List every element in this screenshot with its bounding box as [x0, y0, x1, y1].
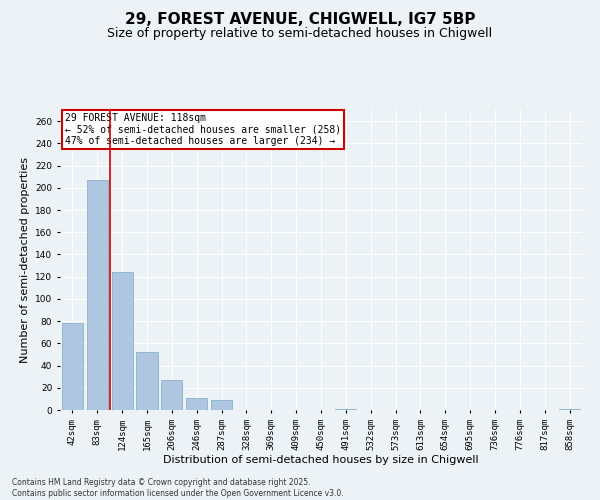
Text: 29, FOREST AVENUE, CHIGWELL, IG7 5BP: 29, FOREST AVENUE, CHIGWELL, IG7 5BP — [125, 12, 475, 28]
Bar — [62, 324, 83, 410]
Text: Size of property relative to semi-detached houses in Chigwell: Size of property relative to semi-detach… — [107, 28, 493, 40]
Bar — [186, 398, 207, 410]
Text: Contains HM Land Registry data © Crown copyright and database right 2025.
Contai: Contains HM Land Registry data © Crown c… — [12, 478, 344, 498]
Bar — [211, 400, 232, 410]
Bar — [559, 409, 580, 410]
Text: 29 FOREST AVENUE: 118sqm
← 52% of semi-detached houses are smaller (258)
47% of : 29 FOREST AVENUE: 118sqm ← 52% of semi-d… — [65, 113, 341, 146]
Bar — [87, 180, 108, 410]
X-axis label: Distribution of semi-detached houses by size in Chigwell: Distribution of semi-detached houses by … — [163, 456, 479, 466]
Y-axis label: Number of semi-detached properties: Number of semi-detached properties — [20, 157, 29, 363]
Bar — [335, 409, 356, 410]
Bar — [112, 272, 133, 410]
Bar — [161, 380, 182, 410]
Bar — [136, 352, 158, 410]
